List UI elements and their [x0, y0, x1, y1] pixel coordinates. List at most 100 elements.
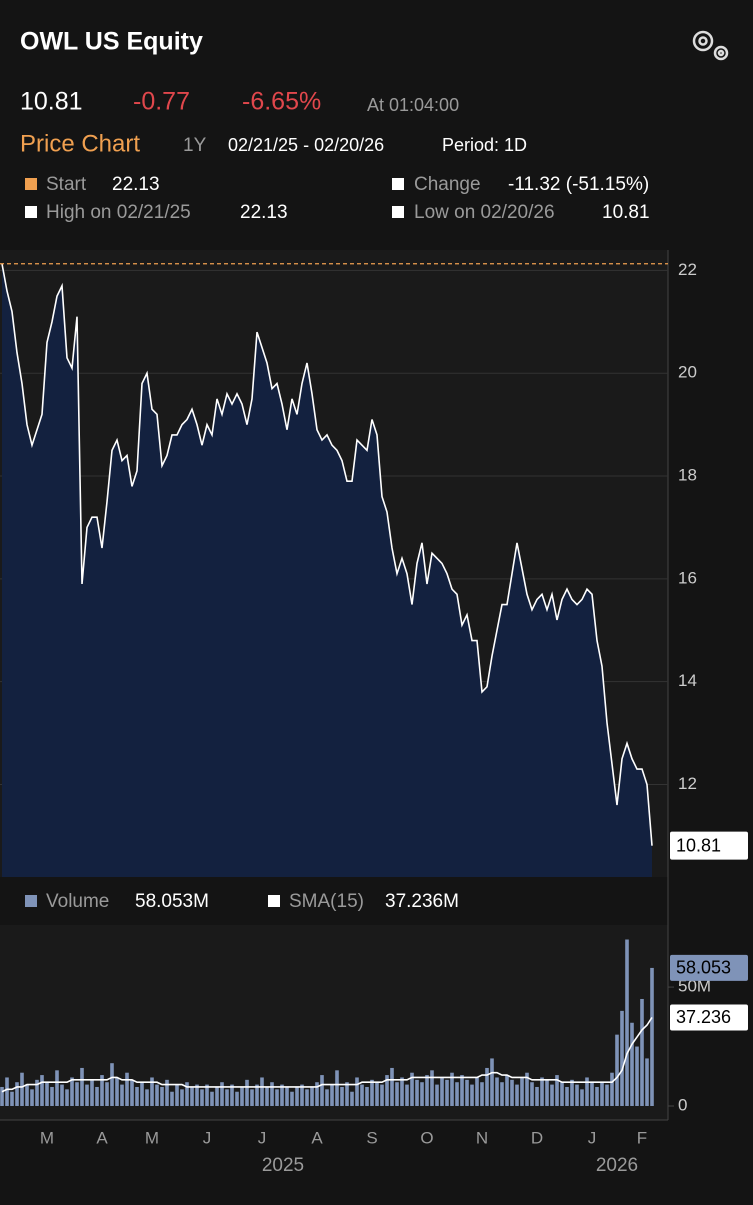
volume-bar: [10, 1091, 14, 1106]
volume-bar: [315, 1082, 319, 1106]
volume-bar: [440, 1077, 444, 1106]
volume-bar: [335, 1070, 339, 1106]
volume-bar: [155, 1084, 159, 1106]
x-group-label: 2025: [262, 1155, 304, 1176]
x-tick-label: A: [311, 1128, 323, 1147]
volume-bar: [245, 1079, 249, 1106]
volume-bar: [280, 1084, 284, 1106]
legend-swatch: [25, 206, 37, 218]
volume-bar: [460, 1075, 464, 1106]
price: 10.81: [20, 88, 83, 116]
volume-bar: [110, 1063, 114, 1106]
volume-bar: [420, 1082, 424, 1106]
volume-bar: [510, 1079, 514, 1106]
volume-bar: [540, 1077, 544, 1106]
volume-bar: [270, 1082, 274, 1106]
y-tick-label: 22: [678, 260, 697, 279]
volume-bar: [485, 1067, 489, 1106]
value-box-label: 37.236: [676, 1007, 731, 1027]
x-tick-label: O: [420, 1128, 433, 1147]
volume-bar: [500, 1082, 504, 1106]
volume-bar: [505, 1075, 509, 1106]
volume-bar: [55, 1070, 59, 1106]
legend-swatch: [25, 178, 37, 190]
volume-bar: [555, 1075, 559, 1106]
volume-bar: [385, 1075, 389, 1106]
summary-value: -11.32 (-51.15%): [508, 174, 649, 195]
volume-bar: [145, 1089, 149, 1106]
period: Period: 1D: [442, 135, 527, 155]
volume-bar: [580, 1089, 584, 1106]
volume-bar: [190, 1086, 194, 1106]
volume-bar: [515, 1084, 519, 1106]
volume-bar: [195, 1084, 199, 1106]
volume-bar: [650, 967, 654, 1106]
y-tick-label: 18: [678, 466, 697, 485]
volume-bar: [135, 1086, 139, 1106]
volume-bar: [160, 1086, 164, 1106]
legend-name: SMA(15): [289, 891, 364, 912]
x-group-label: 2026: [596, 1155, 638, 1176]
volume-bar: [445, 1079, 449, 1106]
volume-bar: [435, 1084, 439, 1106]
summary-label: Low on 02/20/26: [414, 202, 555, 223]
volume-bar: [80, 1067, 84, 1106]
y-tick-label: 16: [678, 568, 697, 587]
x-tick-label: J: [203, 1128, 212, 1147]
volume-bar: [575, 1084, 579, 1106]
legend-swatch: [392, 178, 404, 190]
volume-bar: [550, 1084, 554, 1106]
summary-label: High on 02/21/25: [46, 202, 191, 223]
volume-bar: [20, 1072, 24, 1106]
volume-bar: [75, 1082, 79, 1106]
volume-bar: [25, 1084, 29, 1106]
volume-bar: [210, 1091, 214, 1106]
volume-bar: [645, 1058, 649, 1106]
volume-bar: [450, 1072, 454, 1106]
volume-bar: [320, 1075, 324, 1106]
summary-value: 22.13: [112, 174, 160, 195]
volume-bar: [475, 1077, 479, 1106]
volume-bar: [165, 1079, 169, 1106]
volume-bar: [535, 1086, 539, 1106]
value-box: [670, 1004, 748, 1031]
sma-line: [1, 1017, 653, 1093]
volume-bar: [370, 1079, 374, 1106]
volume-bar: [170, 1091, 174, 1106]
volume-bar: [180, 1089, 184, 1106]
volume-bar: [295, 1086, 299, 1106]
legend-name: Volume: [46, 891, 109, 912]
x-tick-label: N: [476, 1128, 488, 1147]
volume-bar: [605, 1084, 609, 1106]
volume-bar: [390, 1067, 394, 1106]
volume-bar: [100, 1075, 104, 1106]
volume-bar: [45, 1082, 49, 1106]
volume-bar: [405, 1084, 409, 1106]
chart-name: Price Chart: [20, 130, 140, 157]
volume-bar: [425, 1075, 429, 1106]
volume-bar: [185, 1082, 189, 1106]
range[interactable]: 1Y: [183, 135, 207, 156]
legend-swatch: [25, 895, 37, 907]
volume-bar: [30, 1089, 34, 1106]
price-line: [1, 263, 653, 846]
volume-bar: [310, 1086, 314, 1106]
volume-bar: [345, 1082, 349, 1106]
volume-bar: [140, 1082, 144, 1106]
legend-swatch: [268, 895, 280, 907]
price-area: [2, 263, 652, 877]
volume-bar: [285, 1086, 289, 1106]
volume-bar: [175, 1084, 179, 1106]
volume-bar: [70, 1077, 74, 1106]
volume-bar: [215, 1086, 219, 1106]
volume-bar: [120, 1084, 124, 1106]
legend-value: 58.053M: [135, 891, 209, 912]
volume-bar: [570, 1079, 574, 1106]
settings-icon[interactable]: [692, 30, 729, 61]
volume-bar: [350, 1091, 354, 1106]
volume-bar: [480, 1082, 484, 1106]
volume-bar: [330, 1084, 334, 1106]
volume-bar: [380, 1084, 384, 1106]
volume-bar: [415, 1079, 419, 1106]
